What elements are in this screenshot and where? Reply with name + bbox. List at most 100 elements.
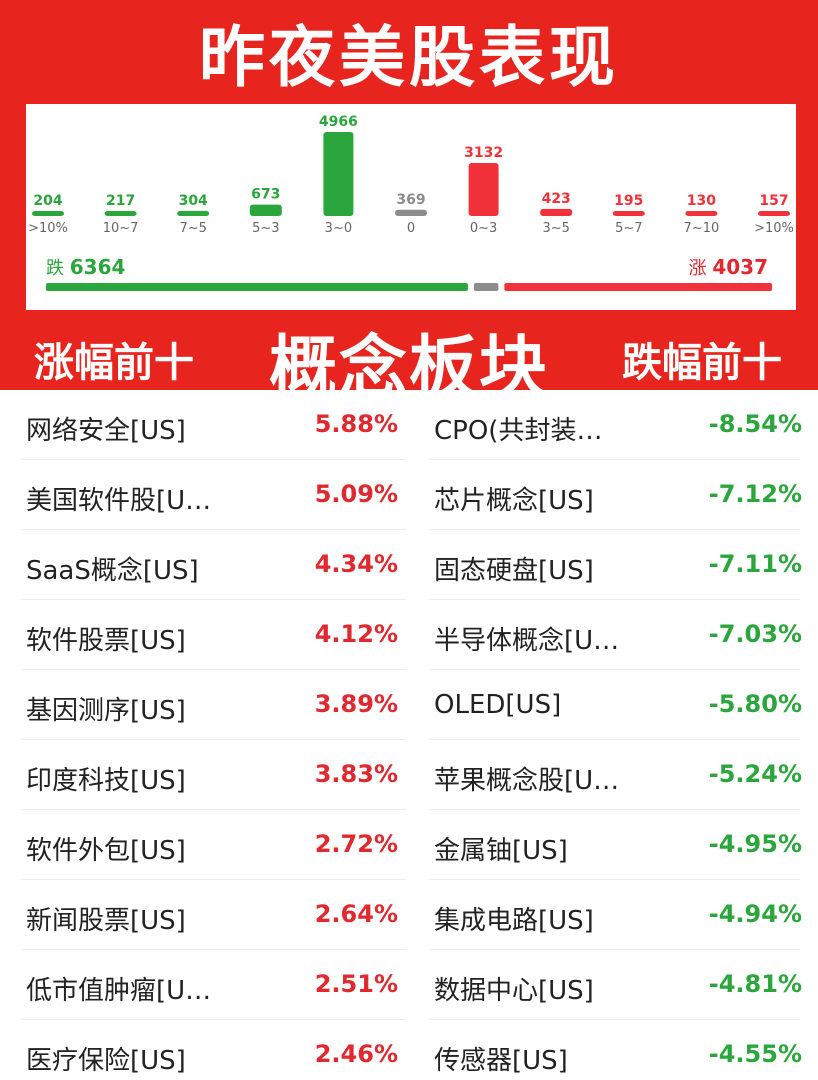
loser-name: OLED[US] <box>434 690 562 720</box>
row-divider <box>430 599 800 600</box>
row-divider <box>430 739 800 740</box>
loser-pct: -4.94% <box>708 900 802 928</box>
bar-value-label: 423 <box>542 191 571 207</box>
row-divider <box>22 529 406 530</box>
loser-pct: -5.24% <box>708 760 802 788</box>
gainer-name: 低市值肿瘤[U… <box>26 976 212 1006</box>
gainer-name: 美国软件股[U… <box>26 486 212 516</box>
gainers-title: 涨幅前十 <box>34 340 194 386</box>
row-divider <box>22 669 406 670</box>
loser-name: CPO(共封装… <box>434 416 603 446</box>
bar-category-label: 5~3 <box>252 221 279 236</box>
table-row: 基因测序[US] 3.89% OLED[US] -5.80% <box>0 670 818 740</box>
loser-pct: -7.12% <box>708 480 802 508</box>
gainer-pct: 3.83% <box>314 760 398 788</box>
bar-category-label: 3~0 <box>325 221 352 236</box>
distribution-bar <box>685 211 718 216</box>
loser-pct: -4.81% <box>708 970 802 998</box>
bar-value-label: 130 <box>687 193 716 209</box>
gainer-pct: 2.51% <box>314 970 398 998</box>
down-ratio-segment <box>46 283 468 291</box>
row-divider <box>430 879 800 880</box>
bar-value-label: 204 <box>33 193 62 209</box>
loser-pct: -7.03% <box>708 620 802 648</box>
distribution-bar <box>395 209 427 216</box>
table-row: 新闻股票[US] 2.64% 集成电路[US] -4.94% <box>0 880 818 950</box>
up-ratio-segment <box>504 283 772 291</box>
gainer-pct: 2.46% <box>314 1040 398 1068</box>
distribution-bar <box>612 211 645 216</box>
distribution-bar <box>540 208 573 216</box>
row-divider <box>22 949 406 950</box>
table-row: 网络安全[US] 5.88% CPO(共封装… -8.54% <box>0 390 818 460</box>
distribution-bar <box>249 204 282 216</box>
bar-value-label: 157 <box>759 193 788 209</box>
row-divider <box>430 1019 800 1020</box>
bar-category-label: 7~10 <box>684 221 720 236</box>
gainer-name: 软件外包[US] <box>26 836 186 866</box>
gainer-pct: 3.89% <box>314 690 398 718</box>
page-title: 昨夜美股表现 <box>199 19 619 96</box>
gainer-pct: 5.09% <box>314 480 398 508</box>
bar-value-label: 673 <box>251 187 280 203</box>
distribution-bar <box>468 163 499 216</box>
distribution-bar <box>758 211 790 216</box>
row-divider <box>22 1019 406 1020</box>
bar-value-label: 4966 <box>319 114 358 130</box>
gainer-pct: 5.88% <box>314 410 398 438</box>
gainer-name: 基因测序[US] <box>26 696 186 726</box>
bar-category-label: 7~5 <box>179 221 206 236</box>
loser-pct: -4.55% <box>708 1040 802 1068</box>
distribution-panel: 204 >10% 217 10~7 304 7~5 673 5~3 4966 3~0 369 0 313… <box>26 104 796 310</box>
down-count-label: 跌 6364 <box>46 255 125 279</box>
gainer-name: 新闻股票[US] <box>26 906 186 936</box>
row-divider <box>430 809 800 810</box>
row-divider <box>430 459 800 460</box>
loser-pct: -7.11% <box>708 550 802 578</box>
gainer-name: SaaS概念[US] <box>26 556 199 586</box>
bar-category-label: 0 <box>407 221 415 236</box>
gainer-name: 网络安全[US] <box>26 416 186 446</box>
loser-name: 固态硬盘[US] <box>434 556 594 586</box>
row-divider <box>430 949 800 950</box>
row-divider <box>22 809 406 810</box>
loser-pct: -4.95% <box>708 830 802 858</box>
bar-value-label: 369 <box>396 192 425 208</box>
loser-name: 芯片概念[US] <box>434 486 594 516</box>
gainer-name: 印度科技[US] <box>26 766 186 796</box>
bar-category-label: 3~5 <box>542 221 569 236</box>
loser-name: 数据中心[US] <box>434 976 594 1006</box>
bar-value-label: 217 <box>106 193 135 209</box>
gainer-pct: 4.12% <box>314 620 398 648</box>
table-row: 软件股票[US] 4.12% 半导体概念[U… -7.03% <box>0 600 818 670</box>
distribution-bar <box>104 211 137 216</box>
up-count-label: 涨 4037 <box>689 255 768 279</box>
distribution-bar <box>32 211 64 216</box>
loser-name: 集成电路[US] <box>434 906 594 936</box>
loser-pct: -5.80% <box>708 690 802 718</box>
concept-header: 涨幅前十 概念板块 跌幅前十 <box>0 312 818 408</box>
distribution-chart: 204 >10% 217 10~7 304 7~5 673 5~3 4966 3~0 369 0 313… <box>28 114 794 291</box>
bar-value-label: 195 <box>614 193 643 209</box>
table-row: SaaS概念[US] 4.34% 固态硬盘[US] -7.11% <box>0 530 818 600</box>
bar-category-label: 10~7 <box>103 221 139 236</box>
table-row: 低市值肿瘤[U… 2.51% 数据中心[US] -4.81% <box>0 950 818 1020</box>
loser-name: 半导体概念[U… <box>434 626 620 656</box>
row-divider <box>22 599 406 600</box>
table-row: 医疗保险[US] 2.46% 传感器[US] -4.55% <box>0 1020 818 1080</box>
bar-category-label: >10% <box>754 221 794 236</box>
losers-title: 跌幅前十 <box>622 340 782 386</box>
bar-value-label: 304 <box>179 193 208 209</box>
bar-value-label: 3132 <box>464 145 503 161</box>
gainer-pct: 2.64% <box>314 900 398 928</box>
concept-table: 网络安全[US] 5.88% CPO(共封装… -8.54% 美国软件股[U… … <box>0 390 818 1080</box>
table-row: 美国软件股[U… 5.09% 芯片概念[US] -7.12% <box>0 460 818 530</box>
loser-name: 金属铀[US] <box>434 836 568 866</box>
loser-name: 传感器[US] <box>434 1046 568 1076</box>
gainer-name: 医疗保险[US] <box>26 1046 186 1076</box>
table-row: 印度科技[US] 3.83% 苹果概念股[U… -5.24% <box>0 740 818 810</box>
loser-pct: -8.54% <box>708 410 802 438</box>
table-row: 软件外包[US] 2.72% 金属铀[US] -4.95% <box>0 810 818 880</box>
row-divider <box>430 529 800 530</box>
bar-category-label: >10% <box>28 221 68 236</box>
